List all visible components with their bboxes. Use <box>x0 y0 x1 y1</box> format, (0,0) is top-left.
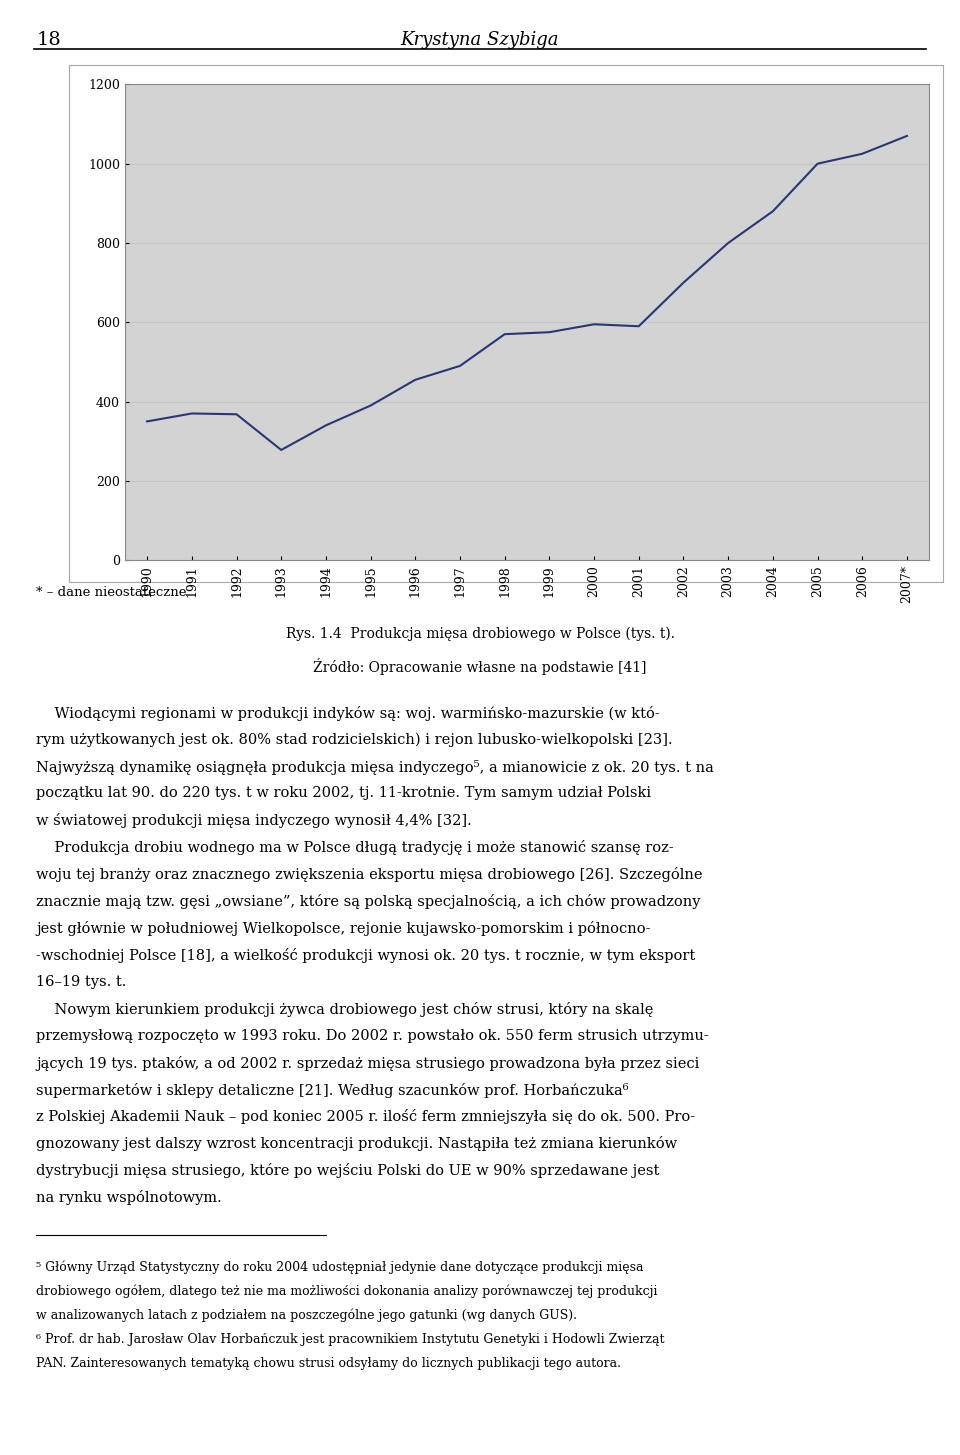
Text: woju tej branży oraz znacznego zwiększenia eksportu mięsa drobiowego [26]. Szcze: woju tej branży oraz znacznego zwiększen… <box>36 867 703 882</box>
Text: Produkcja drobiu wodnego ma w Polsce długą tradycję i może stanowić szansę roz-: Produkcja drobiu wodnego ma w Polsce dłu… <box>36 841 674 856</box>
Text: drobiowego ogółem, dlatego też nie ma możliwości dokonania analizy porównawczej : drobiowego ogółem, dlatego też nie ma mo… <box>36 1285 658 1298</box>
Text: na rynku wspólnotowym.: na rynku wspólnotowym. <box>36 1190 222 1205</box>
Text: Rys. 1.4  Produkcja mięsa drobiowego w Polsce (tys. t).: Rys. 1.4 Produkcja mięsa drobiowego w Po… <box>285 627 675 642</box>
Text: supermarketów i sklepy detaliczne [21]. Według szacunków prof. Horbańczuka⁶: supermarketów i sklepy detaliczne [21]. … <box>36 1083 629 1097</box>
Text: jest głównie w południowej Wielkopolsce, rejonie kujawsko-pomorskim i północno-: jest głównie w południowej Wielkopolsce,… <box>36 921 651 936</box>
Text: ⁵ Główny Urząd Statystyczny do roku 2004 udostępniał jedynie dane dotyczące prod: ⁵ Główny Urząd Statystyczny do roku 2004… <box>36 1261 644 1275</box>
Text: * – dane nieostateczne: * – dane nieostateczne <box>36 586 187 599</box>
Text: 18: 18 <box>36 31 61 48</box>
Text: ⁶ Prof. dr hab. Jarosław Olav Horbańczuk jest pracownikiem Instytutu Genetyki i : ⁶ Prof. dr hab. Jarosław Olav Horbańczuk… <box>36 1333 665 1346</box>
Text: gnozowany jest dalszy wzrost koncentracji produkcji. Nastąpiła też zmiana kierun: gnozowany jest dalszy wzrost koncentracj… <box>36 1136 678 1151</box>
Text: PAN. Zainteresowanych tematyką chowu strusi odsyłamy do licznych publikacji tego: PAN. Zainteresowanych tematyką chowu str… <box>36 1358 621 1369</box>
Text: w analizowanych latach z podziałem na poszczególne jego gatunki (wg danych GUS).: w analizowanych latach z podziałem na po… <box>36 1310 578 1323</box>
Text: Najwyższą dynamikę osiągnęła produkcja mięsa indyczego⁵, a mianowicie z ok. 20 t: Najwyższą dynamikę osiągnęła produkcja m… <box>36 760 714 774</box>
Text: początku lat 90. do 220 tys. t w roku 2002, tj. 11-krotnie. Tym samym udział Pol: początku lat 90. do 220 tys. t w roku 20… <box>36 787 652 800</box>
Text: w światowej produkcji mięsa indyczego wynosił 4,4% [32].: w światowej produkcji mięsa indyczego wy… <box>36 813 472 828</box>
Text: -wschodniej Polsce [18], a wielkość produkcji wynosi ok. 20 tys. t rocznie, w ty: -wschodniej Polsce [18], a wielkość prod… <box>36 949 696 963</box>
Text: rym użytkowanych jest ok. 80% stad rodzicielskich) i rejon lubusko-wielkopolski : rym użytkowanych jest ok. 80% stad rodzi… <box>36 733 673 746</box>
Text: Wiodącymi regionami w produkcji indyków są: woj. warmińsko-mazurskie (w któ-: Wiodącymi regionami w produkcji indyków … <box>36 706 660 720</box>
Text: 16–19 tys. t.: 16–19 tys. t. <box>36 975 127 989</box>
Text: Krystyna Szybiga: Krystyna Szybiga <box>400 31 560 48</box>
Text: dystrybucji mięsa strusiego, które po wejściu Polski do UE w 90% sprzedawane jes: dystrybucji mięsa strusiego, które po we… <box>36 1164 660 1179</box>
Text: z Polskiej Akademii Nauk – pod koniec 2005 r. ilość ferm zmniejszyła się do ok. : z Polskiej Akademii Nauk – pod koniec 20… <box>36 1110 696 1125</box>
Text: Nowym kierunkiem produkcji żywca drobiowego jest chów strusi, który na skalę: Nowym kierunkiem produkcji żywca drobiow… <box>36 1002 654 1017</box>
Text: przemysłową rozpoczęto w 1993 roku. Do 2002 r. powstało ok. 550 ferm strusich ut: przemysłową rozpoczęto w 1993 roku. Do 2… <box>36 1029 709 1043</box>
Text: znacznie mają tzw. gęsi „owsiane”, które są polską specjalnością, a ich chów pro: znacznie mają tzw. gęsi „owsiane”, które… <box>36 895 701 909</box>
Text: Źródło: Opracowanie własne na podstawie [41]: Źródło: Opracowanie własne na podstawie … <box>313 658 647 675</box>
Text: jących 19 tys. ptaków, a od 2002 r. sprzedaż mięsa strusiego prowadzona była prz: jących 19 tys. ptaków, a od 2002 r. sprz… <box>36 1056 700 1071</box>
